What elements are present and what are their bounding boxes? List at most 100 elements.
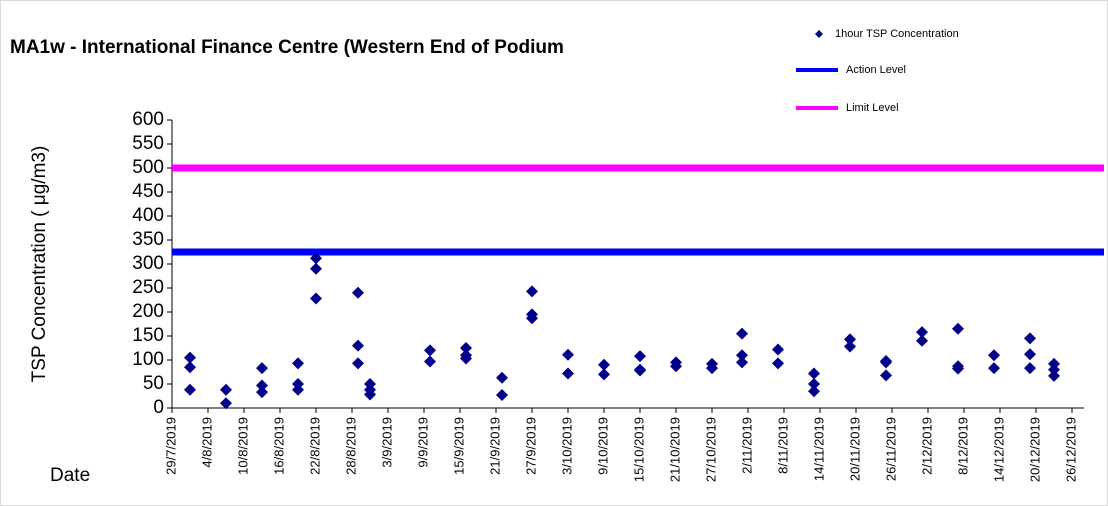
y-tick-label: 450: [132, 181, 164, 202]
x-tick-label: 21/10/2019: [667, 417, 682, 482]
y-axis-label: TSP Concentration ( μg/m3): [29, 146, 50, 383]
legend-label: Action Level: [846, 64, 906, 76]
y-tick-label: 100: [132, 349, 164, 370]
data-point: [1048, 369, 1060, 382]
y-tick-label: 0: [153, 397, 164, 418]
x-tick-label: 3/10/2019: [559, 417, 574, 475]
x-tick-label: 26/11/2019: [883, 417, 898, 481]
data-point: [880, 369, 892, 382]
data-point: [256, 386, 268, 399]
data-point: [184, 383, 196, 396]
data-point: [256, 362, 268, 375]
x-tick-label: 16/8/2019: [271, 417, 286, 475]
data-point: [670, 360, 682, 373]
data-point: [184, 351, 196, 364]
x-tick-label: 10/8/2019: [235, 417, 250, 475]
data-point: [880, 356, 892, 369]
data-point: [496, 389, 508, 402]
data-point: [424, 344, 436, 357]
data-point: [352, 286, 364, 299]
data-point: [352, 357, 364, 370]
y-tick-label: 550: [132, 133, 164, 154]
y-tick-label: 500: [132, 157, 164, 178]
data-point: [220, 397, 232, 410]
legend-label: Limit Level: [846, 102, 899, 114]
x-tick-label: 27/9/2019: [523, 417, 538, 475]
data-point: [988, 362, 1000, 375]
data-point: [1024, 362, 1036, 375]
data-point: [526, 312, 538, 325]
data-point: [292, 357, 304, 370]
x-tick-label: 9/10/2019: [595, 417, 610, 475]
data-point: [808, 385, 820, 398]
x-tick-label: 14/12/2019: [991, 417, 1006, 482]
chart-title: MA1w - International Finance Centre (Wes…: [10, 37, 564, 58]
data-point: [526, 285, 538, 298]
data-point: [772, 343, 784, 356]
data-point: [352, 339, 364, 352]
data-point: [916, 334, 928, 347]
x-tick-label: 2/11/2019: [739, 417, 754, 474]
data-point: [598, 358, 610, 371]
data-point: [844, 340, 856, 353]
x-tick-label: 20/11/2019: [847, 417, 862, 481]
y-tick-label: 150: [132, 325, 164, 346]
data-point: [736, 327, 748, 340]
data-point: [292, 383, 304, 396]
x-tick-label: 29/7/2019: [163, 417, 178, 475]
data-point: [952, 362, 964, 375]
data-point: [496, 371, 508, 384]
legend-label: 1hour TSP Concentration: [835, 28, 959, 40]
y-tick-label: 400: [132, 205, 164, 226]
data-point: [598, 368, 610, 381]
data-point: [184, 361, 196, 374]
x-tick-label: 3/9/2019: [379, 417, 394, 468]
data-point: [916, 326, 928, 339]
data-point: [220, 383, 232, 396]
x-tick-label: 28/8/2019: [343, 417, 358, 475]
data-point: [310, 262, 322, 275]
data-point: [562, 348, 574, 361]
data-point: [424, 355, 436, 368]
y-tick-label: 350: [132, 229, 164, 250]
y-tick-label: 300: [132, 253, 164, 274]
y-tick-label: 50: [143, 373, 164, 394]
x-axis-label: Date: [50, 465, 90, 486]
data-point: [634, 350, 646, 363]
data-point: [772, 357, 784, 370]
x-tick-label: 8/11/2019: [775, 417, 790, 474]
x-tick-label: 21/9/2019: [487, 417, 502, 475]
data-point: [808, 367, 820, 380]
x-tick-label: 4/8/2019: [199, 417, 214, 468]
x-tick-label: 14/11/2019: [811, 417, 826, 481]
data-point: [364, 388, 376, 401]
data-point: [808, 378, 820, 390]
y-tick-label: 600: [132, 109, 164, 130]
data-point: [256, 379, 268, 392]
y-tick-label: 200: [132, 301, 164, 322]
data-point: [310, 252, 322, 265]
y-tick-label: 250: [132, 277, 164, 298]
data-point: [460, 342, 472, 354]
x-tick-label: 8/12/2019: [955, 417, 970, 475]
x-tick-label: 9/9/2019: [415, 417, 430, 468]
x-tick-label: 15/10/2019: [631, 417, 646, 482]
data-point: [952, 322, 964, 335]
data-point: [706, 362, 718, 375]
x-tick-label: 2/12/2019: [919, 417, 934, 475]
data-point: [844, 333, 856, 346]
data-point: [736, 356, 748, 369]
data-point: [736, 349, 748, 362]
x-tick-label: 20/12/2019: [1027, 417, 1042, 482]
x-tick-label: 15/9/2019: [451, 417, 466, 475]
data-point: [1024, 332, 1036, 345]
data-point: [460, 352, 472, 365]
data-point: [988, 349, 1000, 362]
data-point: [562, 367, 574, 380]
legend-marker: [815, 30, 823, 38]
x-tick-label: 22/8/2019: [307, 417, 322, 475]
x-tick-label: 27/10/2019: [703, 417, 718, 482]
x-tick-label: 26/12/2019: [1063, 417, 1078, 482]
data-point: [1024, 348, 1036, 361]
